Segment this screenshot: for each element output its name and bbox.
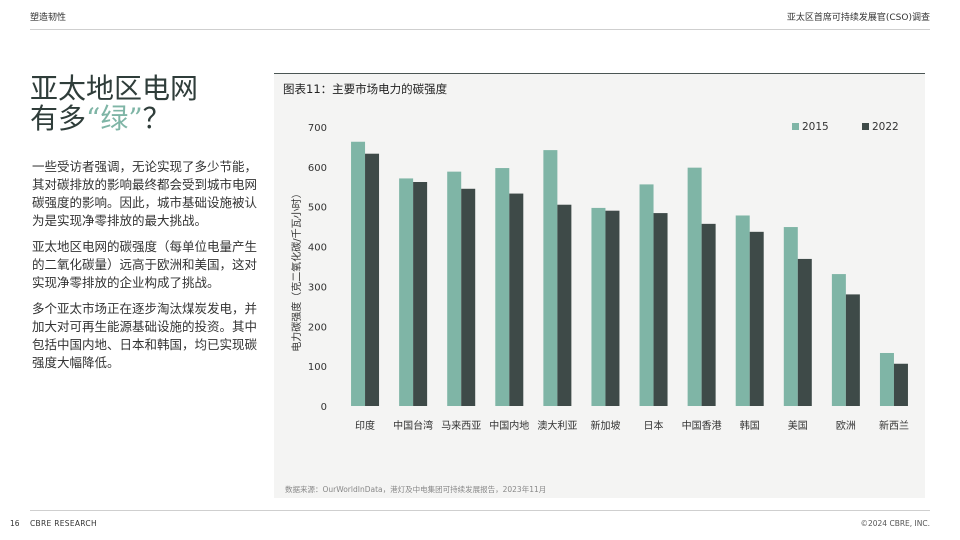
body-text: 一些受访者强调，无论实现了多少节能，其对碳排放的影响最终都会受到城市电网碳强度的… <box>32 158 260 380</box>
bar-2022-10 <box>797 258 812 406</box>
paragraph-1: 一些受访者强调，无论实现了多少节能，其对碳排放的影响最终都会受到城市电网碳强度的… <box>32 159 258 228</box>
x-tick-label: 马来西亚 <box>441 420 481 432</box>
y-axis-label: 电力碳强度（克二氧化碳/千瓦小时） <box>290 188 303 351</box>
y-tick-label: 500 <box>308 203 327 214</box>
x-tick-label: 中国香港 <box>682 419 722 432</box>
bar-2015-10 <box>783 227 798 406</box>
legend-label-2015: 2015 <box>802 121 829 133</box>
bar-2022-1 <box>365 153 380 406</box>
brand-name: CBRE RESEARCH <box>30 519 97 528</box>
footer-divider <box>30 510 930 511</box>
x-tick-label: 新加坡 <box>590 419 620 432</box>
bar-2015-2 <box>399 178 414 406</box>
bar-2015-9 <box>735 215 750 406</box>
bar-2022-5 <box>557 204 572 406</box>
headline-line2: 有多“绿”？ <box>30 104 260 134</box>
bar-2015-4 <box>495 168 510 406</box>
x-tick-label: 中国台湾 <box>393 419 433 432</box>
bar-2015-1 <box>351 141 366 407</box>
bar-2022-9 <box>749 231 764 406</box>
x-tick-label: 中国内地 <box>489 419 529 432</box>
page-headline: 亚太地区电网 有多“绿”？ <box>30 74 260 134</box>
headline-accent: “绿” <box>86 102 143 135</box>
bar-2015-11 <box>831 274 846 406</box>
bar-2022-3 <box>461 188 476 406</box>
x-tick-label: 印度 <box>355 419 375 432</box>
x-tick-label: 韩国 <box>740 419 760 432</box>
bar-2015-6 <box>591 207 606 406</box>
y-tick-label: 100 <box>308 362 327 373</box>
headline-line1: 亚太地区电网 <box>30 72 199 105</box>
bar-2022-8 <box>701 223 716 406</box>
bar-2015-8 <box>687 167 702 406</box>
y-tick-label: 200 <box>308 322 327 333</box>
copyright: ©2024 CBRE, INC. <box>860 519 930 528</box>
bar-2015-7 <box>639 184 654 406</box>
bar-chart: 图表11：主要市场电力的碳强度 电力碳强度（克二氧化碳/千瓦小时） 0 100 20… <box>283 82 909 494</box>
y-tick-label: 300 <box>308 282 327 293</box>
y-tick-label: 0 <box>321 402 327 413</box>
y-tick-label: 700 <box>308 123 327 134</box>
page-number: 16 <box>10 519 20 528</box>
bar-2022-7 <box>653 213 668 406</box>
bar-2015-5 <box>543 150 558 406</box>
x-tick-label: 新西兰 <box>879 419 909 432</box>
chart-source: 数据来源：OurWorldInData，港灯及中电集团可持续发展报告，2023年… <box>285 484 546 494</box>
paragraph-3: 多个亚太市场正在逐步淘汰煤炭发电，并加大对可再生能源基础设施的投资。其中包括中国… <box>32 301 258 370</box>
headline-suffix: ？ <box>142 102 171 135</box>
y-tick-label: 400 <box>308 243 327 254</box>
y-tick-label: 600 <box>308 163 327 174</box>
bar-2015-3 <box>447 171 462 406</box>
x-tick-label: 日本 <box>644 419 664 432</box>
report-title: 亚太区首席可持续发展官(CSO)调查 <box>786 13 930 23</box>
chart-panel: 图表11：主要市场电力的碳强度 电力碳强度（克二氧化碳/千瓦小时） 0 100 20… <box>274 74 925 498</box>
bar-2022-11 <box>845 294 860 406</box>
chart-title: 图表11：主要市场电力的碳强度 <box>283 82 448 96</box>
x-tick-label: 澳大利亚 <box>537 419 577 432</box>
paragraph-2: 亚太地区电网的碳强度（每单位电量产生的二氧化碳量）远高于欧洲和美国，这对实现净零… <box>32 239 258 290</box>
bar-2022-6 <box>605 210 620 406</box>
section-label: 塑造韧性 <box>30 13 67 23</box>
x-tick-label: 美国 <box>788 419 808 432</box>
x-tick-label: 欧洲 <box>836 420 856 432</box>
bar-2022-12 <box>893 363 908 406</box>
bar-2022-4 <box>509 193 524 406</box>
legend-swatch-2015 <box>792 123 799 130</box>
headline-prefix: 有多 <box>30 102 87 135</box>
bar-2015-12 <box>879 352 894 406</box>
bar-2022-2 <box>413 182 428 406</box>
header-divider <box>30 29 930 30</box>
legend-swatch-2022 <box>862 123 869 130</box>
legend-label-2022: 2022 <box>872 121 899 133</box>
